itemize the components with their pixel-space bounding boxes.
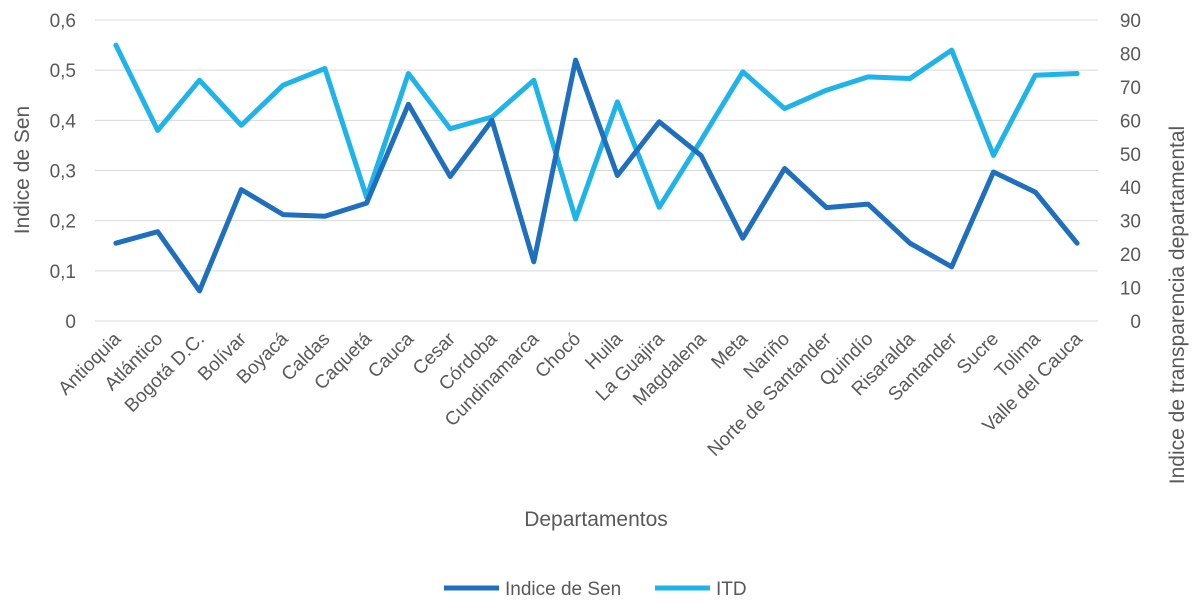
data-point (324, 68, 326, 69)
legend-label-sen: Indice de Sen (505, 579, 621, 600)
x-tick-label: Cauca (364, 328, 418, 382)
data-point (825, 207, 827, 209)
data-point (157, 129, 159, 131)
data-point (742, 71, 744, 73)
y-tick-label: 0,5 (50, 61, 76, 82)
data-point (909, 78, 911, 79)
series-line-itd (113, 42, 1080, 222)
data-point (951, 49, 953, 51)
data-point (282, 84, 284, 86)
y2-tick-label: 50 (1120, 145, 1141, 166)
data-point (658, 206, 660, 208)
x-tick-label: Chocó (531, 329, 585, 383)
data-point (784, 108, 786, 110)
data-point (575, 218, 577, 220)
data-point (658, 121, 660, 123)
data-point (491, 116, 493, 118)
y-tick-label: 0,6 (50, 11, 76, 32)
series-line-indice-de-sen (113, 57, 1080, 294)
data-point (575, 59, 577, 61)
legend-label-itd: ITD (716, 579, 747, 600)
data-point (115, 242, 117, 244)
data-point (616, 101, 618, 103)
data-point (867, 76, 869, 78)
data-point (993, 171, 994, 173)
y-tick-label: 0,4 (50, 111, 77, 132)
legend: Indice de Sen ITD (444, 579, 747, 600)
data-point (1034, 74, 1036, 76)
y2-tick-label: 90 (1120, 11, 1141, 32)
y2-tick-label: 60 (1120, 111, 1141, 132)
data-point (449, 128, 451, 130)
data-point (700, 154, 702, 156)
y2-tick-label: 10 (1120, 279, 1141, 300)
data-point (115, 44, 117, 46)
data-point (1034, 191, 1036, 193)
y-tick-label: 0,3 (50, 162, 76, 183)
data-point (533, 79, 535, 81)
y2-tick-label: 80 (1120, 44, 1141, 65)
data-point (1076, 73, 1078, 74)
data-point (491, 119, 493, 121)
data-point (366, 202, 368, 204)
data-point (993, 154, 994, 156)
data-point (616, 175, 618, 176)
data-point (282, 214, 284, 216)
data-point (700, 139, 702, 141)
data-point (1076, 242, 1078, 244)
y2-tick-label: 70 (1120, 78, 1141, 99)
data-point (784, 168, 786, 169)
x-axis-title: Departamentos (524, 508, 668, 531)
data-point (742, 237, 744, 239)
data-point (407, 73, 409, 74)
data-point (825, 89, 827, 91)
data-point (951, 266, 953, 268)
y-tick-label: 0,2 (50, 212, 76, 233)
data-point (533, 261, 535, 263)
gridlines (95, 19, 1098, 322)
data-point (240, 124, 242, 126)
y2-tick-label: 30 (1120, 212, 1141, 233)
right-axis-ticks: 0 10 20 30 40 50 60 70 80 90 (1120, 11, 1141, 333)
y2-tick-label: 0 (1130, 312, 1141, 333)
y2-tick-label: 40 (1120, 178, 1141, 199)
data-point (407, 103, 409, 105)
data-point (199, 79, 200, 81)
y2-tick-label: 20 (1120, 245, 1141, 266)
series-lines (113, 42, 1080, 294)
y-tick-label: 0 (65, 312, 76, 333)
data-point (324, 215, 326, 217)
y-tick-label: 0,1 (50, 262, 76, 283)
data-point (199, 290, 200, 292)
data-point (449, 176, 451, 177)
data-point (867, 203, 869, 205)
data-point (909, 242, 911, 244)
data-point (157, 231, 159, 233)
data-point (240, 189, 242, 191)
y2-axis-title: Indice de transparencia departamental (1166, 126, 1189, 484)
y-axis-title: Indice de Sen (11, 106, 34, 234)
left-axis-ticks: 0 0,1 0,2 0,3 0,4 0,5 0,6 (50, 11, 77, 333)
